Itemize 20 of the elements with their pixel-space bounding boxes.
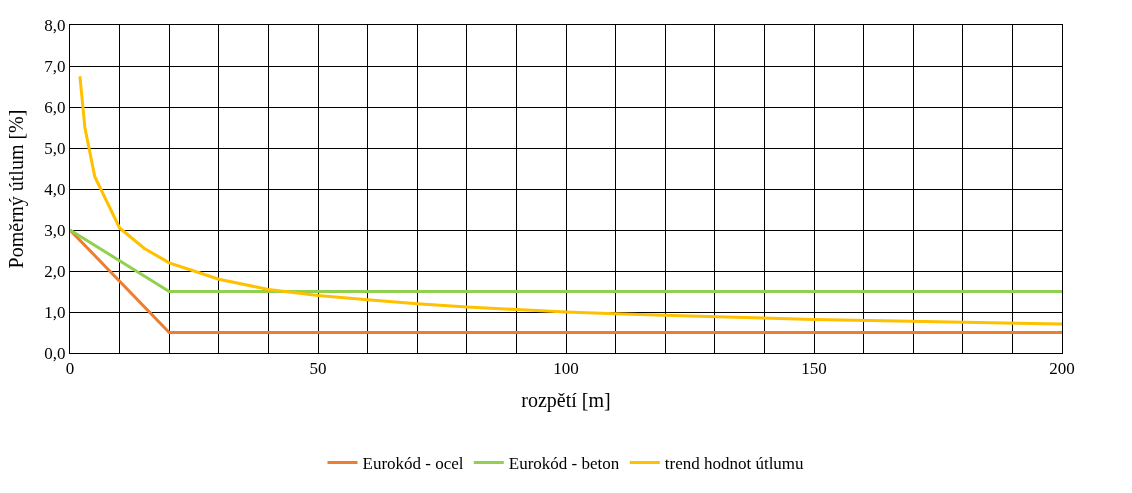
y-tick-label: 8,0 bbox=[44, 15, 66, 35]
x-tick-label: 100 bbox=[553, 359, 579, 379]
x-tick-label: 0 bbox=[65, 359, 75, 379]
y-tick-label: 4,0 bbox=[44, 179, 66, 199]
y-axis-title: Poměrný útlum [%] bbox=[4, 109, 28, 269]
y-tick-label: 1,0 bbox=[44, 302, 66, 322]
y-tick-label: 0,0 bbox=[44, 343, 66, 363]
y-tick-label: 3,0 bbox=[44, 220, 66, 240]
line-series bbox=[78, 74, 1062, 326]
y-tick-label: 6,0 bbox=[44, 97, 66, 117]
x-tick-label: 50 bbox=[309, 359, 327, 379]
y-tick-label: 7,0 bbox=[44, 56, 66, 76]
y-tick-label: 5,0 bbox=[44, 138, 66, 158]
y-tick-label: 2,0 bbox=[44, 261, 66, 281]
x-tick-label: 150 bbox=[801, 359, 827, 379]
legend-label: Eurokód - beton bbox=[508, 454, 620, 474]
legend-label: trend hodnot útlumu bbox=[664, 454, 805, 474]
x-tick-label: 200 bbox=[1049, 359, 1075, 379]
legend-label: Eurokód - ocel bbox=[362, 454, 464, 474]
x-axis-title: rozpětí [m] bbox=[521, 388, 611, 412]
